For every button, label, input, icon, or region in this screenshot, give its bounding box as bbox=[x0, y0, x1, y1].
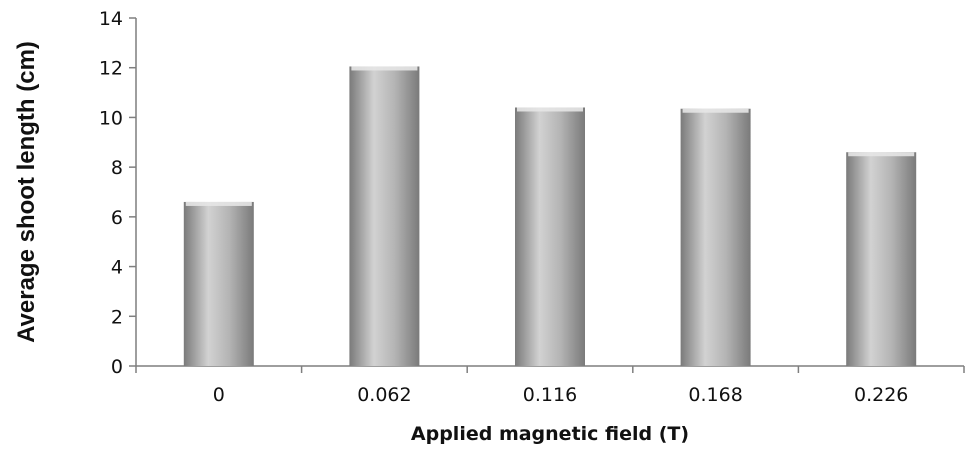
labels: Applied magnetic field (T) Average shoot… bbox=[13, 8, 908, 445]
y-axis-title: Average shoot length (cm) bbox=[13, 41, 40, 343]
x-tick-label: 0.062 bbox=[357, 384, 411, 406]
x-tick-label: 0 bbox=[213, 384, 225, 406]
bar-top-highlight bbox=[848, 152, 915, 157]
bar bbox=[349, 66, 420, 366]
y-tick-label: 8 bbox=[111, 157, 123, 179]
y-tick-label: 14 bbox=[99, 8, 123, 30]
bar-top-highlight bbox=[517, 107, 583, 112]
x-tick-label: 0.168 bbox=[688, 384, 742, 406]
y-tick-label: 0 bbox=[111, 356, 123, 378]
bar-top-highlight bbox=[351, 66, 418, 71]
y-tick-label: 4 bbox=[111, 257, 123, 279]
y-tick-label: 2 bbox=[111, 306, 123, 328]
x-tick-label: 0.116 bbox=[523, 384, 577, 406]
bar bbox=[680, 108, 751, 366]
bar-top-highlight bbox=[185, 201, 252, 206]
bar bbox=[183, 201, 254, 366]
x-tick-label: 0.226 bbox=[854, 384, 908, 406]
bars bbox=[183, 66, 917, 366]
x-axis-title: Applied magnetic field (T) bbox=[411, 423, 689, 445]
bar bbox=[846, 152, 917, 366]
bar-top-highlight bbox=[682, 108, 749, 113]
y-tick-label: 10 bbox=[99, 107, 123, 129]
y-tick-label: 6 bbox=[111, 207, 123, 229]
bar bbox=[515, 107, 585, 366]
y-tick-label: 12 bbox=[99, 58, 123, 80]
